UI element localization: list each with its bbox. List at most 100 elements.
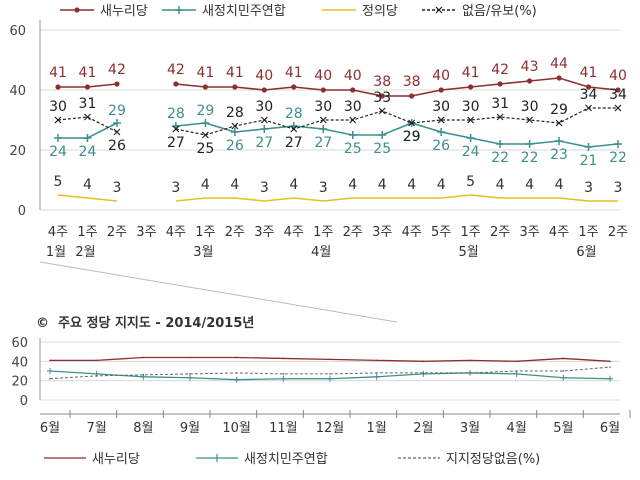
trend-series-2 (49, 366, 611, 380)
data-point (113, 128, 121, 136)
trend-point (515, 370, 518, 372)
series-line (57, 116, 118, 133)
x-tick-label: 2주 (343, 225, 363, 240)
data-label: 42 (108, 62, 126, 78)
trend-point (189, 373, 191, 375)
trend-point (469, 372, 471, 374)
x-tick-label: 1주 (313, 225, 333, 240)
data-label: 30 (462, 99, 480, 115)
data-label: 24 (79, 144, 97, 160)
data-label: 41 (580, 65, 598, 81)
data-label: 40 (255, 68, 273, 84)
data-label: 27 (285, 135, 303, 151)
trend-chart-title: 주요 정당 지지도 - 2014/2015년 (58, 316, 255, 331)
x-tick-label: 3월 (460, 421, 480, 436)
data-label: 41 (49, 65, 67, 81)
data-label: 25 (373, 141, 391, 157)
data-point (497, 81, 503, 87)
data-label: 40 (314, 68, 332, 84)
x-month-label: 6월 (576, 245, 596, 260)
data-point (320, 87, 326, 93)
data-point (54, 116, 62, 124)
data-label: 38 (403, 74, 421, 90)
trend-point (49, 377, 51, 380)
trend-legend: 새누리당 새정치민주연합 지지정당없음(%) (44, 452, 540, 467)
data-point (378, 107, 386, 115)
trend-point (49, 359, 51, 362)
x-month-label: 5월 (459, 245, 479, 260)
x-month-label: 2월 (75, 245, 95, 260)
data-label: 4 (348, 177, 357, 193)
legend-label: 없음/유보(%) (462, 4, 537, 19)
x-tick-label: 3주 (136, 225, 156, 240)
data-point (585, 84, 592, 90)
trend-point (329, 358, 331, 361)
trend-point (329, 373, 331, 375)
x-tick-label: 2월 (413, 421, 433, 436)
legend-label: 새정치민주연합 (202, 4, 286, 19)
data-point (585, 104, 592, 112)
data-label: 23 (550, 147, 568, 163)
series-0: 41 41 42 42 41 41 40 41 40 40 38 38 40 41 42 43 44 41 40 (49, 56, 627, 99)
data-label: 30 (255, 99, 273, 115)
data-label: 29 (403, 129, 421, 145)
y-tick-label: 0 (20, 394, 28, 409)
trend-line (49, 370, 611, 381)
data-label: 3 (584, 180, 593, 196)
data-point (438, 87, 444, 93)
data-label: 41 (79, 65, 97, 81)
x-tick-label: 3주 (254, 225, 274, 240)
y-tick-label: 40 (9, 84, 26, 99)
data-label: 4 (496, 177, 505, 193)
y-tick-label: 0 (18, 204, 26, 219)
legend-label: 지지정당없음(%) (446, 452, 540, 467)
data-label: 30 (49, 99, 67, 115)
data-point (350, 87, 356, 93)
x-month-label: 1월 (46, 245, 66, 260)
trend-point (375, 359, 378, 362)
data-label: 29 (196, 103, 214, 119)
data-label: 30 (521, 99, 539, 115)
trend-point (422, 360, 425, 363)
x-month-label: 3월 (193, 245, 213, 260)
data-label: 24 (49, 144, 67, 160)
copyright-icon: © (36, 316, 49, 331)
data-point (55, 84, 61, 90)
data-label: 4 (230, 177, 239, 193)
data-label: 22 (491, 150, 509, 166)
data-label: 22 (609, 150, 627, 166)
x-tick-label: 1주 (195, 225, 215, 240)
data-point (319, 116, 327, 124)
trend-point (515, 360, 518, 363)
data-point (379, 93, 385, 99)
x-month-label: 4월 (311, 245, 331, 260)
data-label: 28 (226, 105, 244, 121)
data-label: 27 (314, 135, 332, 151)
data-point (260, 116, 268, 124)
data-label: 5 (466, 174, 475, 190)
data-label: 3 (614, 180, 623, 196)
x-tick-label: 4주 (48, 225, 68, 240)
trend-point (95, 375, 98, 377)
trend-point (609, 360, 611, 363)
trend-point (562, 357, 565, 360)
x-tick-label: 6월 (40, 421, 60, 436)
series-3: 30 31 26 27 25 28 30 27 30 30 33 29 30 30 31 30 29 34 34 (49, 87, 627, 157)
data-label: 4 (289, 177, 298, 193)
trend-point (282, 357, 285, 360)
data-label: 24 (462, 144, 480, 160)
data-label: 4 (525, 177, 534, 193)
data-point (615, 87, 621, 93)
y-tick-label: 40 (11, 355, 28, 370)
data-point (84, 84, 91, 90)
data-label: 41 (196, 65, 214, 81)
x-tick-label: 2주 (490, 225, 510, 240)
data-label: 4 (201, 177, 210, 193)
data-label: 42 (491, 62, 509, 78)
data-point (261, 87, 267, 93)
trend-series-1 (47, 368, 613, 383)
data-point (468, 84, 474, 90)
data-point (232, 84, 238, 90)
data-label: 4 (407, 177, 416, 193)
data-point (409, 93, 415, 99)
